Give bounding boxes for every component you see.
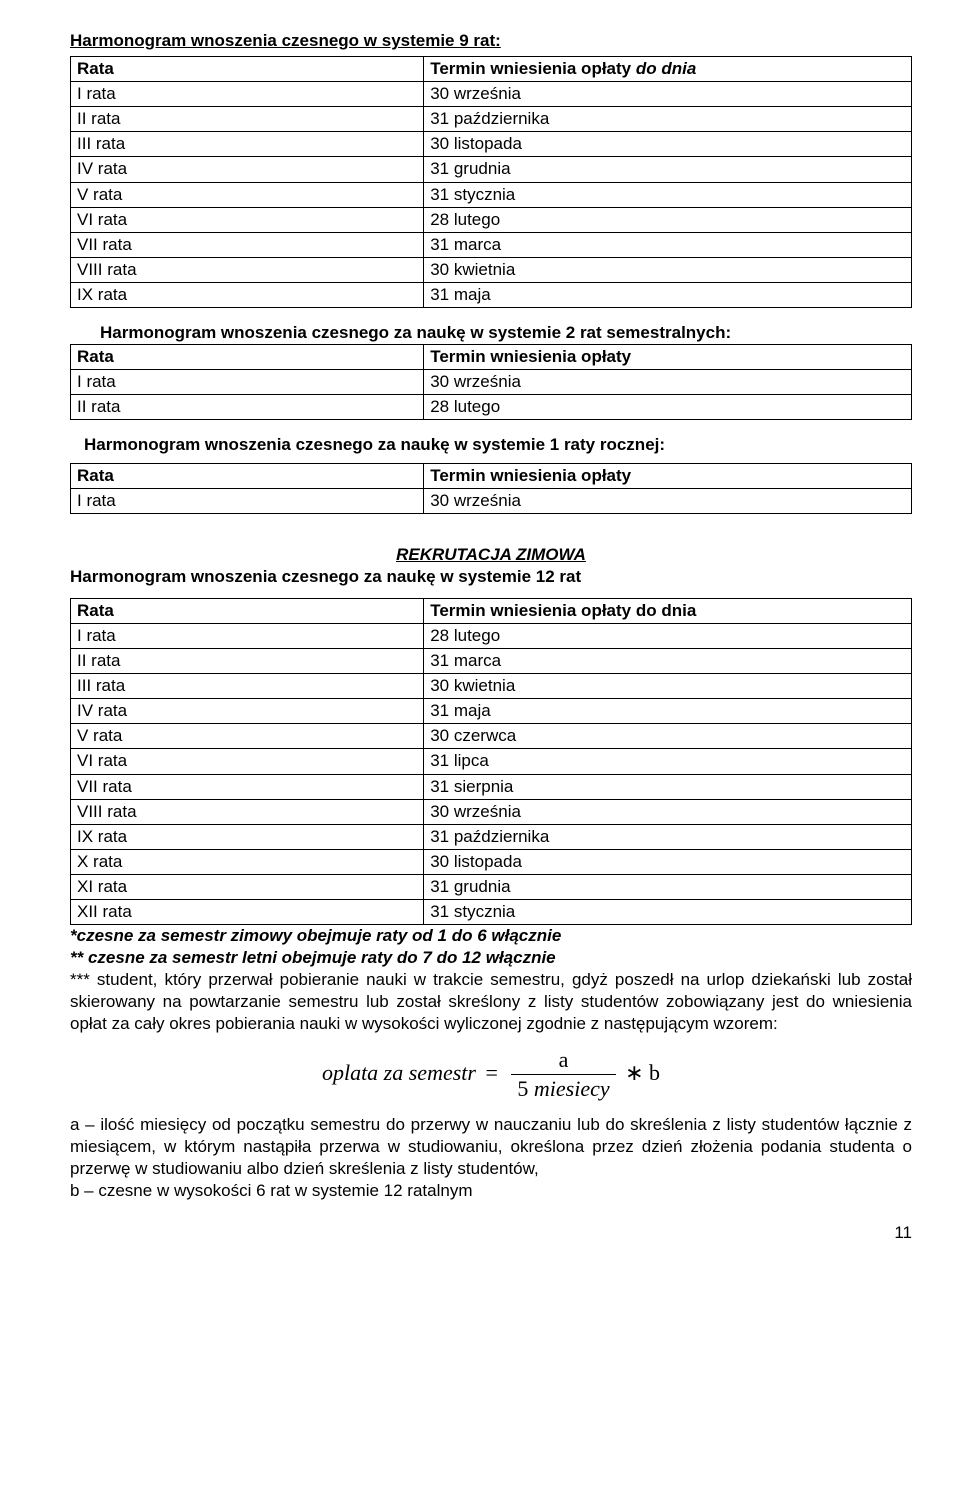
formula-tail: ∗ b	[625, 1060, 660, 1085]
table-cell: 31 października	[424, 824, 912, 849]
table-cell: II rata	[71, 107, 424, 132]
table-cell: 30 września	[424, 370, 912, 395]
formula-numerator: a	[511, 1046, 615, 1076]
section-1-title: Harmonogram wnoszenia czesnego w systemi…	[70, 30, 912, 52]
table-header-cell: Rata	[71, 598, 424, 623]
table-cell: III rata	[71, 132, 424, 157]
table-cell: VII rata	[71, 774, 424, 799]
table-cell: 28 lutego	[424, 207, 912, 232]
table-cell: 31 maja	[424, 282, 912, 307]
table-cell: I rata	[71, 488, 424, 513]
table-cell: 30 listopada	[424, 849, 912, 874]
formula-fraction: a 5 miesiecy	[511, 1046, 615, 1104]
table-cell: 31 maja	[424, 699, 912, 724]
table-cell: I rata	[71, 370, 424, 395]
note-a: a – ilość miesięcy od początku semestru …	[70, 1114, 912, 1180]
table-cell: IX rata	[71, 824, 424, 849]
formula-lhs: oplata za semestr	[322, 1060, 476, 1085]
table-cell: 31 grudnia	[424, 874, 912, 899]
table-2-rat: Rata Termin wniesienia opłaty I rata30 w…	[70, 344, 912, 420]
section-3-title: Harmonogram wnoszenia czesnego za naukę …	[84, 435, 665, 454]
section-2-title: Harmonogram wnoszenia czesnego za naukę …	[100, 323, 731, 342]
page-number: 11	[70, 1222, 912, 1244]
table-header-cell: Rata	[71, 463, 424, 488]
table-cell: 30 kwietnia	[424, 674, 912, 699]
table-cell: 31 sierpnia	[424, 774, 912, 799]
table-cell: IV rata	[71, 157, 424, 182]
formula-eq: =	[485, 1060, 497, 1085]
table-header-cell: Termin wniesienia opłaty	[424, 345, 912, 370]
table-cell: VIII rata	[71, 257, 424, 282]
notes-block: *czesne za semestr zimowy obejmuje raty …	[70, 925, 912, 1035]
table-cell: 31 grudnia	[424, 157, 912, 182]
formula-den-num: 5	[517, 1076, 528, 1101]
table-cell: 31 października	[424, 107, 912, 132]
table-cell: V rata	[71, 724, 424, 749]
table-cell: 30 listopada	[424, 132, 912, 157]
header-suffix: do dnia	[636, 59, 696, 78]
table-cell: 31 marca	[424, 649, 912, 674]
table-cell: 31 stycznia	[424, 182, 912, 207]
table-cell: II rata	[71, 649, 424, 674]
header-prefix: Termin wniesienia opłaty	[430, 59, 636, 78]
table-cell: VI rata	[71, 749, 424, 774]
note-2: ** czesne za semestr letni obejmuje raty…	[70, 947, 912, 969]
table-cell: 31 marca	[424, 232, 912, 257]
table-cell: 28 lutego	[424, 623, 912, 648]
table-cell: VI rata	[71, 207, 424, 232]
table-header-cell: Termin wniesienia opłaty do dnia	[424, 598, 912, 623]
table-cell: II rata	[71, 395, 424, 420]
table-cell: 30 września	[424, 799, 912, 824]
table-cell: 30 września	[424, 82, 912, 107]
table-cell: 30 kwietnia	[424, 257, 912, 282]
section-4-title: Harmonogram wnoszenia czesnego za naukę …	[70, 566, 912, 588]
table-cell: XII rata	[71, 900, 424, 925]
table-cell: IV rata	[71, 699, 424, 724]
table-header-cell: Termin wniesienia opłaty	[424, 463, 912, 488]
table-cell: V rata	[71, 182, 424, 207]
table-12-rat: Rata Termin wniesienia opłaty do dnia I …	[70, 598, 912, 925]
table-header-cell: Rata	[71, 345, 424, 370]
table-header-cell: Termin wniesienia opłaty do dnia	[424, 57, 912, 82]
note-b: b – czesne w wysokości 6 rat w systemie …	[70, 1180, 912, 1202]
table-cell: 31 stycznia	[424, 900, 912, 925]
note-3: *** student, który przerwał pobieranie n…	[70, 969, 912, 1035]
table-cell: 30 września	[424, 488, 912, 513]
table-cell: 28 lutego	[424, 395, 912, 420]
table-header-cell: Rata	[71, 57, 424, 82]
note-1: *czesne za semestr zimowy obejmuje raty …	[70, 925, 912, 947]
table-cell: I rata	[71, 623, 424, 648]
table-cell: 31 lipca	[424, 749, 912, 774]
formula-den-text: miesiecy	[534, 1076, 610, 1101]
table-cell: IX rata	[71, 282, 424, 307]
table-cell: III rata	[71, 674, 424, 699]
table-cell: VII rata	[71, 232, 424, 257]
table-cell: XI rata	[71, 874, 424, 899]
table-cell: 30 czerwca	[424, 724, 912, 749]
formula: oplata za semestr = a 5 miesiecy ∗ b	[70, 1046, 912, 1104]
table-9-rat: Rata Termin wniesienia opłaty do dnia I …	[70, 56, 912, 308]
table-cell: I rata	[71, 82, 424, 107]
table-1-rata: Rata Termin wniesienia opłaty I rata30 w…	[70, 463, 912, 514]
rekrutacja-zimowa-header: REKRUTACJA ZIMOWA	[70, 544, 912, 566]
table-cell: X rata	[71, 849, 424, 874]
table-cell: VIII rata	[71, 799, 424, 824]
